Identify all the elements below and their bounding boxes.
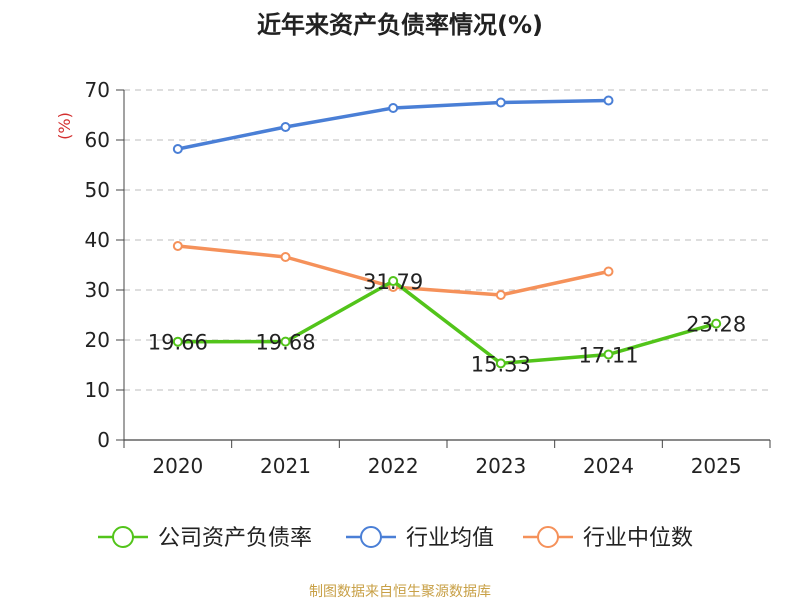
legend-item[interactable]: 公司资产负债率: [98, 526, 312, 551]
legend-marker: [360, 526, 382, 548]
data-label: 19.68: [255, 331, 315, 355]
data-point: [172, 241, 183, 251]
data-point: [495, 97, 506, 108]
y-tick-label: 70: [85, 78, 110, 102]
y-tick-label: 10: [85, 378, 110, 402]
chart-title: 近年来资产负债率情况(%): [257, 11, 543, 39]
data-label: 15.33: [471, 352, 531, 376]
y-tick-label: 20: [85, 328, 110, 352]
legend-label: 行业中位数: [583, 526, 693, 551]
data-label: 31.79: [363, 270, 423, 294]
y-tick-label: 30: [85, 278, 110, 302]
data-point: [711, 318, 722, 329]
y-tick-label: 60: [85, 128, 110, 152]
y-axis-label: (%): [55, 112, 74, 140]
data-point: [388, 103, 399, 113]
legend-label: 行业均值: [406, 526, 494, 551]
legend-label: 公司资产负债率: [158, 526, 312, 551]
grid-lines: [124, 89, 770, 391]
x-tick-label: 2023: [475, 454, 526, 478]
data-point: [388, 276, 399, 287]
x-tick-label: 2020: [152, 454, 203, 478]
data-point: [280, 336, 291, 347]
source-note: 制图数据来自恒生聚源数据库: [309, 584, 491, 600]
data-point: [495, 290, 506, 300]
data-point: [172, 336, 183, 347]
data-label: 23.28: [686, 313, 746, 337]
series-line: [176, 279, 718, 366]
data-label: 19.66: [148, 331, 208, 355]
data-point: [603, 266, 614, 277]
legend-marker: [112, 526, 134, 548]
data-point: [280, 122, 291, 132]
y-tick-label: 40: [85, 228, 110, 252]
data-point: [280, 252, 291, 262]
legend-marker: [537, 526, 559, 548]
data-point: [603, 95, 614, 106]
data-point: [172, 144, 183, 154]
data-labels: 19.66 19.68 31.79 15.33 17.11 23.28: [148, 270, 746, 376]
y-tick-label: 0: [97, 428, 110, 452]
x-tick-label: 2022: [368, 454, 419, 478]
data-point: [495, 358, 506, 369]
legend-item[interactable]: 行业均值: [346, 526, 494, 551]
legend-item[interactable]: 行业中位数: [523, 526, 693, 551]
axes: 0 10 20 30 40 50 60 70 2020 2021 2022 2023 2024 2025: [85, 78, 771, 478]
data-label: 17.11: [578, 343, 638, 367]
series: [172, 95, 722, 369]
x-tick-label: 2021: [260, 454, 311, 478]
x-tick-label: 2025: [691, 454, 742, 478]
data-point: [603, 349, 614, 360]
legend: 公司资产负债率 行业均值 行业中位数: [98, 526, 693, 551]
y-tick-label: 50: [85, 178, 110, 202]
x-tick-label: 2024: [583, 454, 634, 478]
